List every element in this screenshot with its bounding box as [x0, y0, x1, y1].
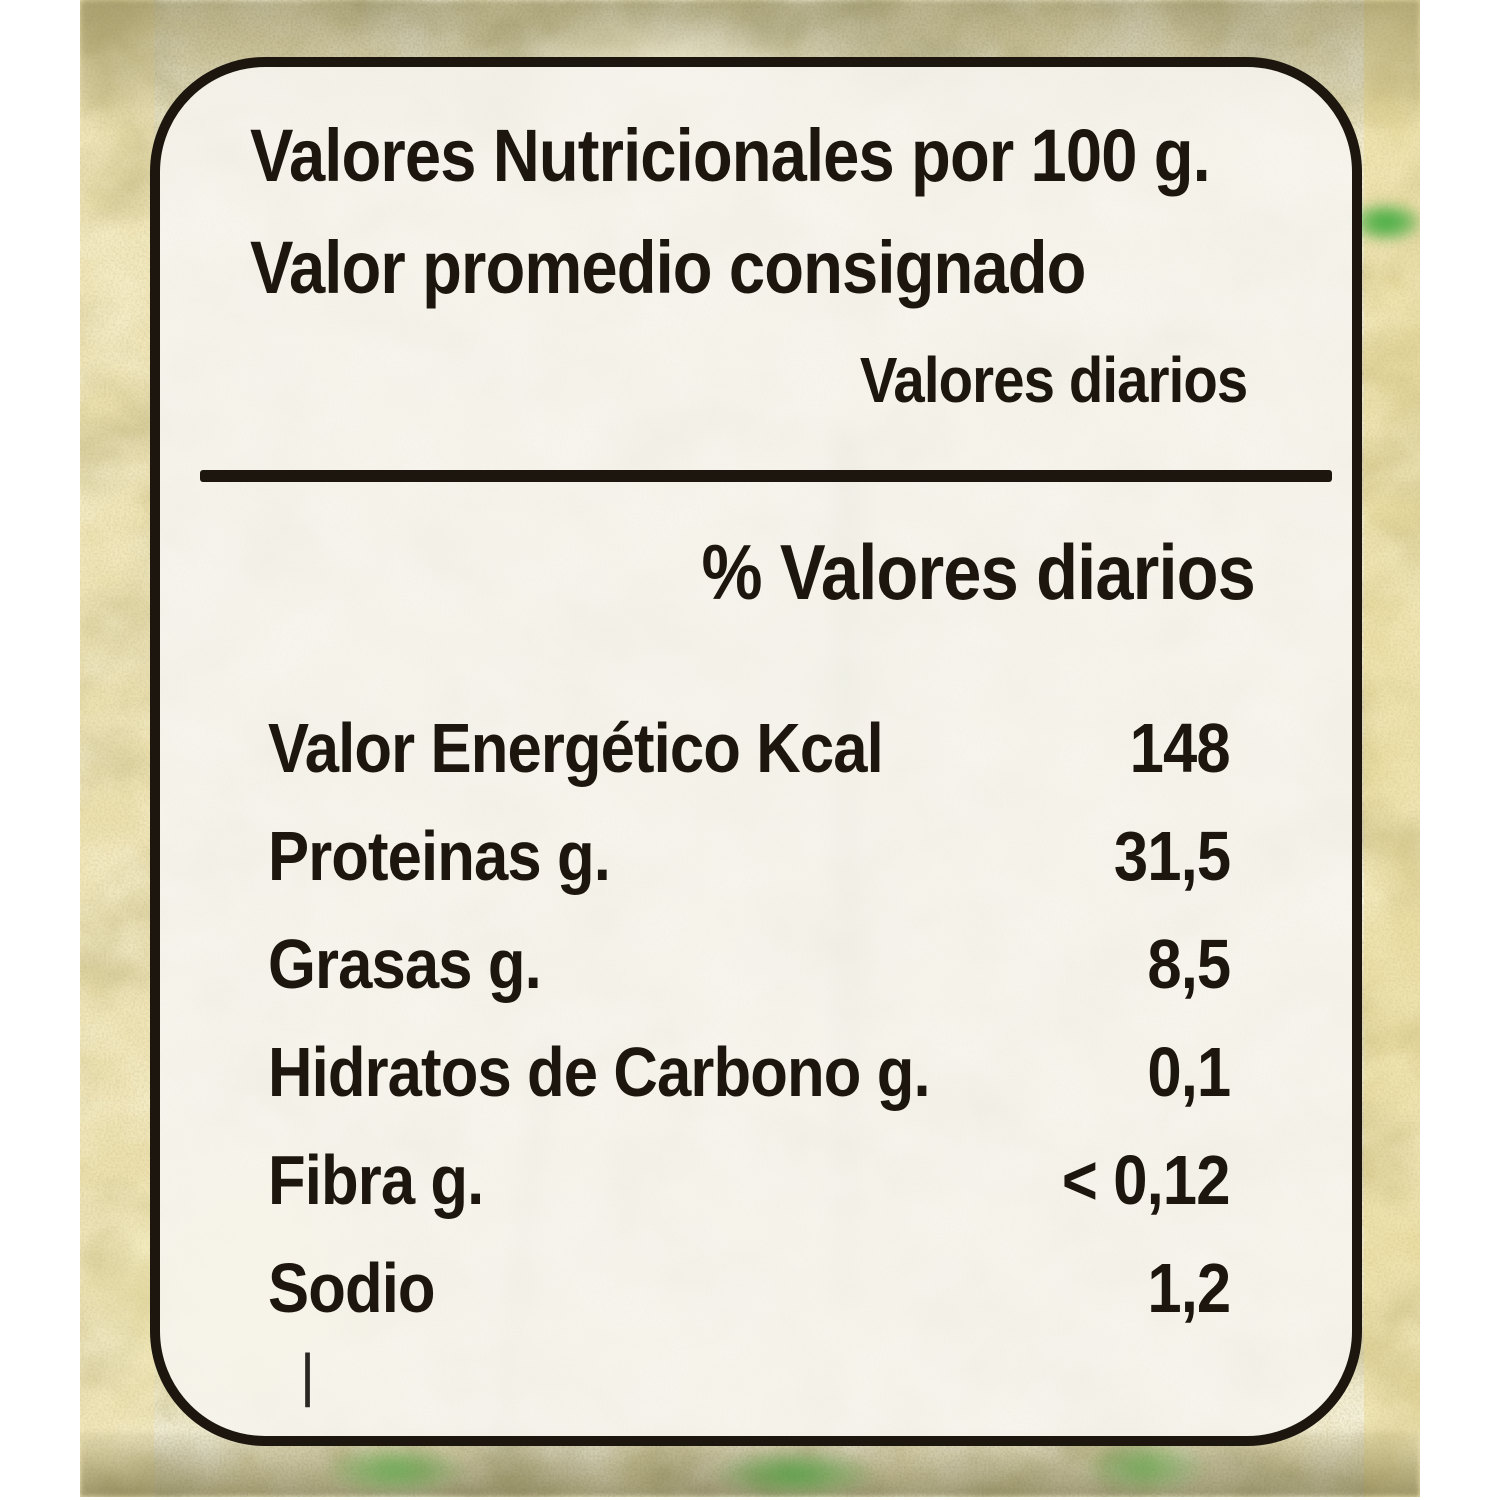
stray-ink-mark: |: [300, 1343, 316, 1408]
nutrient-name: Grasas g.: [268, 925, 542, 1003]
package-photo: Valores Nutricionales por 100 g. Valor p…: [80, 0, 1420, 1497]
nutrient-value: < 0,12: [1062, 1141, 1231, 1219]
percent-daily-values-header: % Valores diarios: [626, 527, 1255, 618]
daily-values-caption-text: Valores diarios: [859, 344, 1247, 416]
nutrient-name: Sodio: [268, 1249, 436, 1327]
table-row: Valor Energético Kcal 148: [268, 694, 1231, 802]
label-title-line2: Valor promedio consignado: [250, 226, 1199, 309]
nutrient-name: Fibra g.: [268, 1141, 484, 1219]
table-row: Sodio 1,2: [268, 1234, 1231, 1342]
nutrient-value: 148: [1129, 709, 1231, 787]
percent-daily-values-text: % Valores diarios: [701, 528, 1255, 616]
label-title-line1: Valores Nutricionales por 100 g.: [250, 114, 1341, 197]
nutrition-table: Valor Energético Kcal 148 Proteinas g. 3…: [268, 694, 1231, 1342]
nutrient-name: Proteinas g.: [268, 817, 611, 895]
nutrient-value: 8,5: [1147, 925, 1231, 1003]
table-row: Fibra g. < 0,12: [268, 1126, 1231, 1234]
nutrition-label-panel: Valores Nutricionales por 100 g. Valor p…: [150, 57, 1362, 1446]
divider-rule: [200, 470, 1332, 482]
nutrient-value: 0,1: [1147, 1033, 1231, 1111]
label-title-line1-text: Valores Nutricionales por 100 g.: [250, 114, 1211, 197]
table-row: Hidratos de Carbono g. 0,1: [268, 1018, 1231, 1126]
daily-values-caption: Valores diarios: [807, 343, 1247, 417]
nutrient-name: Valor Energético Kcal: [268, 709, 884, 787]
label-title-line2-text: Valor promedio consignado: [250, 226, 1086, 309]
table-row: Proteinas g. 31,5: [268, 802, 1231, 910]
table-row: Grasas g. 8,5: [268, 910, 1231, 1018]
nutrient-value: 31,5: [1113, 817, 1231, 895]
nutrient-name: Hidratos de Carbono g.: [268, 1033, 931, 1111]
nutrient-value: 1,2: [1147, 1249, 1231, 1327]
